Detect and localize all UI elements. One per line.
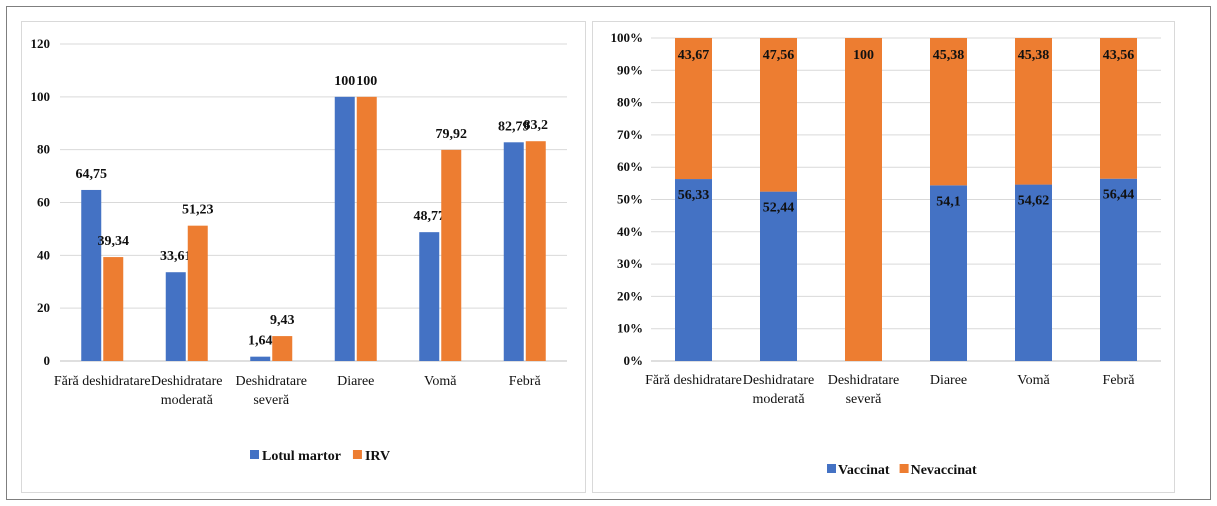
bar-segment-nevaccinat: [1015, 38, 1052, 185]
bar-lotul-martor: [250, 356, 271, 361]
data-label: 43,56: [1103, 48, 1135, 63]
x-category-label: severă: [253, 393, 290, 408]
data-label: 56,44: [1103, 188, 1135, 203]
grouped-bar-chart-svg: 0 20 40 60 80 100 120 64,75 39,34 Fără deshidrata…: [31, 36, 567, 464]
data-label: 64,75: [76, 167, 108, 182]
data-label: 54,1: [936, 194, 961, 209]
data-label: 45,38: [933, 48, 965, 63]
bar-segment-nevaccinat: [930, 38, 967, 186]
legend-label: Vaccinat: [838, 463, 890, 478]
data-label: 79,92: [436, 127, 468, 142]
x-category-label: severă: [846, 392, 883, 407]
data-label: 43,67: [678, 48, 710, 63]
bar-segment-vaccinat: [1015, 184, 1052, 361]
x-category-label: Vomă: [1017, 373, 1050, 388]
legend-swatch: [352, 450, 362, 459]
data-label: 48,77: [414, 209, 446, 224]
figure-frame: 0 20 40 60 80 100 120 64,75 39,34 Fără deshidrata…: [6, 6, 1211, 500]
legend-label: Nevaccinat: [911, 463, 977, 478]
bar-segment-nevaccinat: [1100, 38, 1137, 179]
x-category-label: Deshidratare: [235, 374, 307, 389]
x-category-label: Diaree: [337, 374, 374, 389]
legend-swatch: [899, 464, 909, 473]
y-tick-label: 70%: [617, 127, 643, 142]
bar-irv: [356, 96, 377, 361]
x-category-label: Deshidratare: [828, 373, 900, 388]
y-tick-label: 80: [37, 142, 50, 157]
y-tick-label: 100%: [611, 30, 644, 45]
y-tick-label: 0: [44, 353, 51, 368]
chart-grouped-bars: 0 20 40 60 80 100 120 64,75 39,34 Fără deshidrata…: [21, 21, 586, 493]
y-tick-label: 40%: [617, 224, 643, 239]
y-tick-label: 30%: [617, 256, 643, 271]
bar-segment-nevaccinat: [845, 38, 882, 361]
y-tick-label: 100: [31, 89, 51, 104]
y-tick-label: 120: [31, 36, 51, 51]
y-tick-label: 40: [37, 247, 50, 262]
x-category-label: moderată: [752, 392, 805, 407]
data-label: 82,79: [498, 119, 530, 134]
data-label: 51,23: [182, 203, 214, 218]
y-tick-label: 60%: [617, 159, 643, 174]
bar-lotul-martor: [81, 189, 102, 361]
y-tick-label: 50%: [617, 192, 643, 207]
bar-lotul-martor: [334, 96, 355, 361]
bar-lotul-martor: [419, 232, 440, 361]
data-label: 54,62: [1018, 194, 1050, 209]
data-label: 39,34: [98, 234, 130, 249]
legend-label: Lotul martor: [262, 449, 341, 464]
bar-irv: [187, 225, 208, 361]
x-category-label: Febră: [1103, 373, 1136, 388]
data-label: 9,43: [270, 313, 295, 328]
data-label: 56,33: [678, 188, 710, 203]
data-label: 33,61: [160, 249, 192, 264]
data-label: 52,44: [763, 201, 795, 216]
x-category-label: Fără deshidratare: [645, 373, 742, 388]
bar-irv: [441, 149, 462, 361]
x-category-label: Diaree: [930, 373, 967, 388]
x-category-label: Deshidratare: [151, 374, 223, 389]
x-category-label: Vomă: [424, 374, 457, 389]
y-tick-label: 80%: [617, 95, 643, 110]
y-tick-label: 20%: [617, 288, 643, 303]
chart-stacked-percent: 0% 10% 20% 30% 40% 50% 60% 70% 80% 90% 100% 56,33 43…: [592, 21, 1175, 493]
bar-segment-vaccinat: [930, 185, 967, 361]
x-category-label: Febră: [509, 374, 542, 389]
bar-lotul-martor: [165, 272, 186, 361]
x-category-label: Fără deshidratare: [54, 374, 151, 389]
bar-lotul-martor: [503, 142, 524, 361]
data-label: 1,64: [248, 334, 273, 349]
x-category-label: Deshidratare: [743, 373, 815, 388]
y-tick-label: 0%: [624, 353, 644, 368]
bar-segment-vaccinat: [760, 191, 797, 361]
data-label: 100: [853, 48, 874, 63]
legend-swatch: [827, 464, 836, 473]
y-tick-label: 20: [37, 300, 50, 315]
y-tick-label: 90%: [617, 62, 643, 77]
data-label: 100: [334, 74, 355, 89]
data-label: 47,56: [763, 48, 795, 63]
y-tick-label: 10%: [617, 321, 643, 336]
data-label: 100: [356, 74, 377, 89]
bar-irv: [525, 141, 546, 361]
bar-irv: [272, 336, 293, 361]
legend-swatch: [250, 450, 259, 459]
x-category-label: moderată: [161, 393, 214, 408]
bar-segment-nevaccinat: [760, 38, 797, 192]
bar-segment-vaccinat: [1100, 178, 1137, 361]
data-label: 83,2: [524, 118, 549, 133]
legend-label: IRV: [365, 449, 390, 464]
bar-irv: [103, 257, 124, 361]
bar-segment-nevaccinat: [675, 38, 712, 180]
stacked-bar-chart-svg: 0% 10% 20% 30% 40% 50% 60% 70% 80% 90% 100% 56,33 43…: [611, 30, 1161, 478]
y-tick-label: 60: [37, 195, 50, 210]
data-label: 45,38: [1018, 48, 1050, 63]
bar-segment-vaccinat: [675, 179, 712, 361]
